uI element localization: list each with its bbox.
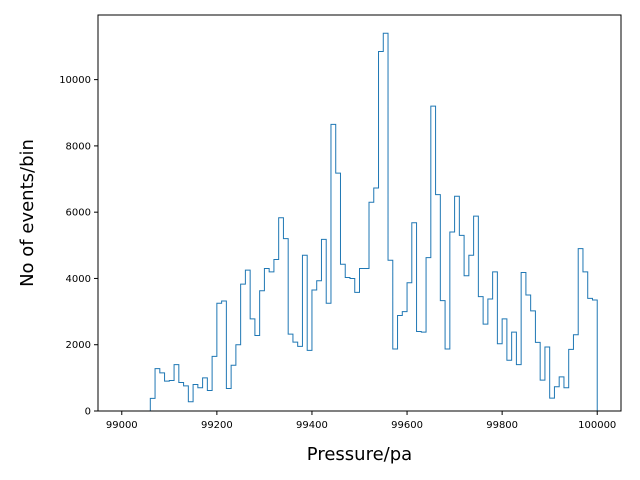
x-tick-label: 100000 — [578, 420, 616, 431]
x-tick-label: 99600 — [391, 420, 423, 431]
y-axis-ticks: 0 2000 4000 6000 8000 10000 — [59, 75, 98, 418]
y-tick-label: 8000 — [66, 141, 91, 152]
y-tick-label: 2000 — [66, 340, 91, 351]
histogram-step-line — [121, 32, 598, 412]
x-tick-label: 99800 — [486, 420, 518, 431]
y-tick-label: 4000 — [66, 274, 91, 285]
x-tick-label: 99400 — [296, 420, 328, 431]
x-axis-label: Pressure/pa — [307, 444, 412, 465]
x-axis-ticks: 99000 99200 99400 99600 99800 100000 — [106, 411, 616, 431]
x-tick-label: 99200 — [201, 420, 233, 431]
y-tick-label: 0 — [85, 407, 91, 418]
y-axis-label: No of events/bin — [17, 139, 38, 287]
y-tick-label: 10000 — [59, 75, 91, 86]
x-tick-label: 99000 — [106, 420, 138, 431]
plot-area — [121, 32, 598, 412]
y-tick-label: 6000 — [66, 208, 91, 219]
plot-frame — [97, 14, 622, 412]
